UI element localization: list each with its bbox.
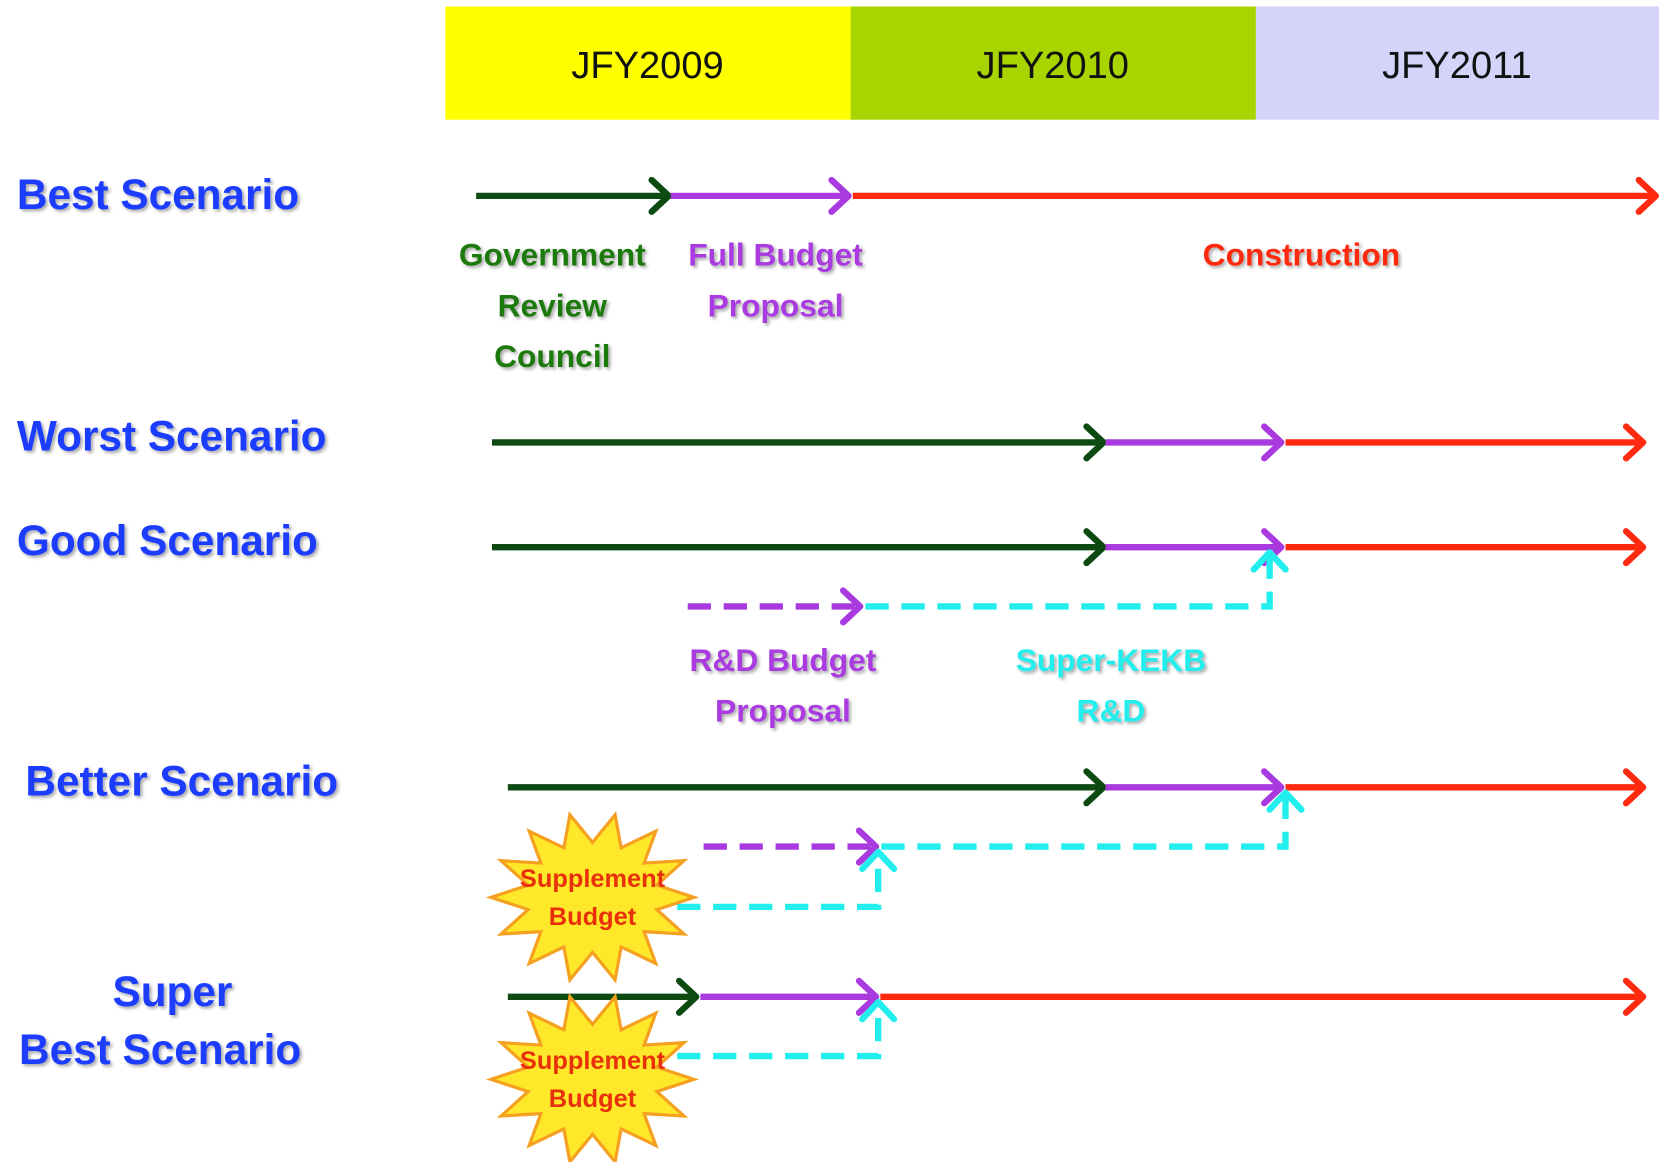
arrow-head <box>1622 768 1647 807</box>
phase-label: R&D Budget <box>690 642 877 678</box>
arrow-head <box>1250 549 1289 573</box>
starburst-label: Budget <box>549 903 637 931</box>
arrow <box>491 423 1107 462</box>
arrow-head <box>1083 768 1107 807</box>
arrow-head <box>839 587 864 626</box>
arrow-head <box>828 176 852 215</box>
arrow <box>687 587 864 626</box>
arrow <box>1105 423 1285 462</box>
year-label: JFY2010 <box>977 45 1129 87</box>
phase-label: Government <box>459 237 646 273</box>
scenario-label: Worst Scenario <box>17 412 327 459</box>
arrow-shaft <box>881 792 1289 850</box>
arrow-head <box>1622 423 1647 462</box>
arrow <box>880 977 1647 1016</box>
arrow <box>1105 768 1285 807</box>
arrow-head <box>1622 528 1647 567</box>
phase-label: Review <box>498 287 608 323</box>
arrow <box>881 789 1305 850</box>
arrow <box>677 848 898 911</box>
arrow <box>677 998 898 1060</box>
starburst-label: Supplement <box>520 1047 666 1075</box>
scenario-label: Better Scenario <box>25 757 338 804</box>
year-band <box>1255 6 1659 120</box>
arrow <box>507 977 700 1016</box>
scenario-label: Best Scenario <box>19 1026 301 1073</box>
arrow <box>1285 423 1647 462</box>
starburst <box>485 811 700 984</box>
arrow <box>476 176 672 215</box>
arrow <box>491 528 1107 567</box>
arrow-shaft <box>677 851 882 911</box>
arrow <box>852 176 1659 215</box>
arrow-head <box>675 977 700 1016</box>
phase-label: Full Budget <box>688 237 863 273</box>
year-label: JFY2011 <box>1382 45 1532 87</box>
arrow-head <box>648 176 672 215</box>
arrow-head <box>1083 423 1107 462</box>
phase-label: Council <box>494 338 610 374</box>
arrow-head <box>1635 176 1659 215</box>
arrow-head <box>1083 528 1107 567</box>
phase-label: Super-KEKB <box>1016 642 1206 678</box>
arrow-head <box>855 827 880 866</box>
arrow-shaft <box>865 552 1273 610</box>
scenario-label: Good Scenario <box>17 517 318 564</box>
arrow <box>1285 768 1647 807</box>
year-band <box>445 6 851 120</box>
phase-label: Proposal <box>708 287 844 323</box>
phase-label: Proposal <box>715 693 851 729</box>
arrow <box>1105 528 1285 567</box>
arrow-head <box>1622 977 1647 1016</box>
phase-label: R&D <box>1077 693 1146 729</box>
arrow <box>507 768 1107 807</box>
scenario-label: Best Scenario <box>17 171 299 218</box>
starburst <box>485 993 700 1162</box>
arrow <box>865 549 1289 610</box>
phase-label: Construction <box>1203 237 1400 273</box>
starburst-label: Budget <box>549 1085 637 1113</box>
arrow <box>700 977 880 1016</box>
arrow-shaft <box>677 1002 882 1060</box>
starburst-label: Supplement <box>520 865 666 893</box>
year-label: JFY2009 <box>571 45 723 87</box>
year-band <box>850 6 1256 120</box>
arrow <box>670 176 852 215</box>
arrow-head <box>855 977 880 1016</box>
scenario-label: Super <box>112 968 232 1015</box>
arrow <box>703 827 880 866</box>
arrow-head <box>1261 423 1285 462</box>
arrow <box>1285 528 1647 567</box>
arrow-head <box>1261 768 1285 807</box>
arrow-head <box>859 998 898 1023</box>
arrow-head <box>1266 789 1305 813</box>
arrow-head <box>859 848 898 873</box>
